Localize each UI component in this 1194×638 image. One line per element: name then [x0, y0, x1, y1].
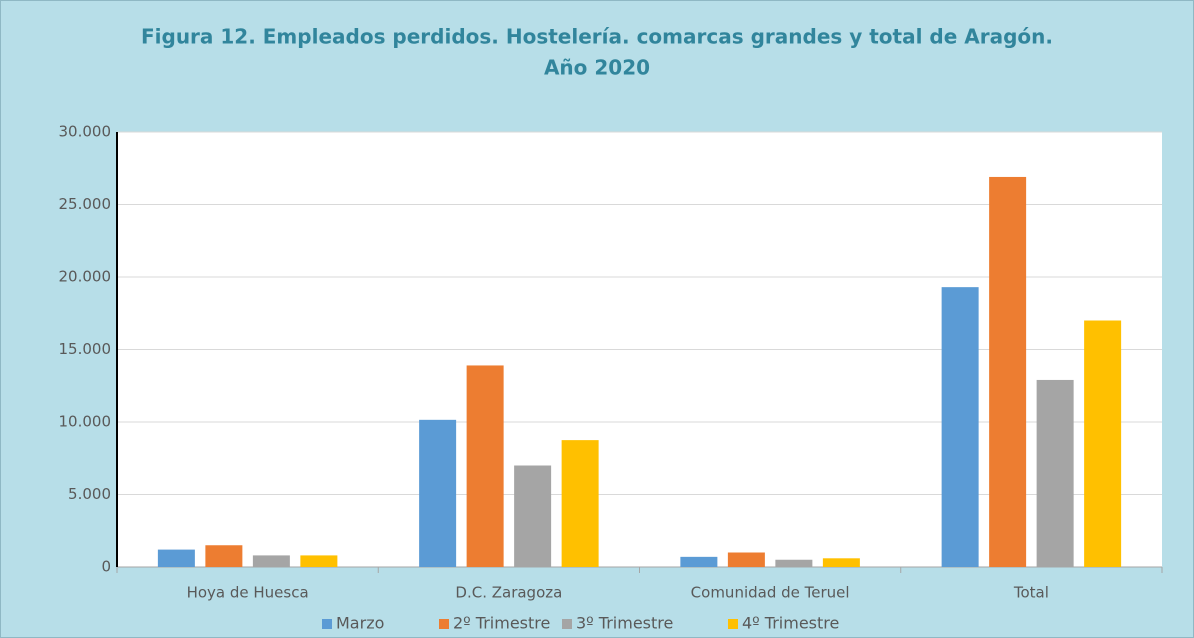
y-tick-label: 0	[101, 558, 111, 576]
bar	[680, 556, 718, 567]
x-tick-label: Hoya de Huesca	[187, 584, 309, 602]
y-tick-label: 20.000	[59, 268, 112, 286]
x-tick-label: Total	[1013, 584, 1049, 602]
bar	[822, 558, 860, 567]
legend-swatch	[728, 619, 738, 629]
bar	[775, 559, 813, 567]
legend-label: Marzo	[336, 614, 384, 633]
chart-title: Figura 12. Empleados perdidos. Hostelerí…	[141, 25, 1053, 49]
y-tick-label: 5.000	[68, 485, 111, 503]
bar	[727, 552, 765, 567]
bar	[941, 287, 979, 567]
bar	[252, 555, 290, 567]
legend-label: 3º Trimestre	[576, 614, 673, 633]
bar	[561, 440, 599, 567]
bar	[157, 549, 195, 567]
legend-label: 2º Trimestre	[453, 614, 550, 633]
y-tick-label: 10.000	[59, 413, 112, 431]
bar	[1036, 379, 1074, 567]
bar	[300, 555, 338, 567]
bar	[205, 545, 243, 567]
y-tick-label: 15.000	[59, 340, 112, 358]
chart-title: Año 2020	[544, 56, 650, 80]
y-tick-label: 25.000	[59, 195, 112, 213]
bar	[466, 365, 504, 567]
legend-swatch	[322, 619, 332, 629]
y-tick-label: 30.000	[59, 123, 112, 141]
bar	[419, 419, 457, 567]
x-tick-label: Comunidad de Teruel	[691, 584, 850, 602]
bar	[514, 465, 552, 567]
legend-swatch	[439, 619, 449, 629]
bar	[989, 176, 1027, 567]
x-tick-label: D.C. Zaragoza	[455, 584, 562, 602]
bar	[1084, 320, 1122, 567]
legend-swatch	[562, 619, 572, 629]
legend-label: 4º Trimestre	[742, 614, 839, 633]
